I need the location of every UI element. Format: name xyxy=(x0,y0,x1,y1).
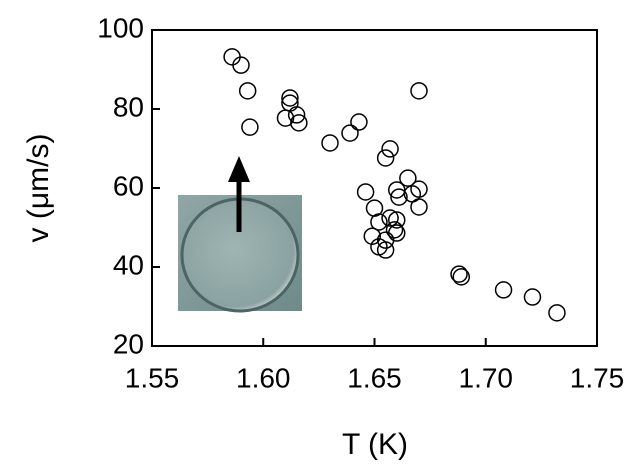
x-tick-label: 1.60 xyxy=(236,362,291,393)
data-point xyxy=(410,198,428,216)
data-point xyxy=(290,114,308,132)
data-point xyxy=(390,188,408,206)
x-tick-label: 1.70 xyxy=(459,362,514,393)
data-point xyxy=(381,209,399,227)
data-point xyxy=(241,118,259,136)
data-point xyxy=(385,221,404,239)
y-tick-label: 20 xyxy=(113,328,144,359)
data-point xyxy=(223,48,241,66)
y-tick-label: 60 xyxy=(113,170,144,201)
data-point xyxy=(287,106,306,124)
data-point xyxy=(238,82,257,100)
data-point xyxy=(523,288,542,306)
data-point xyxy=(356,183,375,201)
data-point xyxy=(350,113,368,131)
inset-image xyxy=(178,156,302,313)
data-point xyxy=(341,124,359,142)
data-point xyxy=(321,134,339,152)
data-point xyxy=(548,304,566,322)
x-axis-title: T (K) xyxy=(342,428,408,461)
data-point xyxy=(370,213,388,231)
data-point xyxy=(410,82,428,100)
x-tick-label: 1.65 xyxy=(347,362,402,393)
data-point xyxy=(450,265,468,283)
data-point xyxy=(363,227,382,245)
data-point xyxy=(276,109,295,127)
data-point xyxy=(232,56,250,74)
y-tick-label: 40 xyxy=(113,249,144,280)
y-axis-title: v (μm/s) xyxy=(22,134,55,243)
data-point xyxy=(376,231,395,249)
data-point xyxy=(452,268,471,286)
x-tick-label: 1.75 xyxy=(570,362,625,393)
y-tick-label: 100 xyxy=(97,12,144,43)
y-tick-label: 80 xyxy=(113,91,144,122)
data-point xyxy=(381,140,399,158)
data-point xyxy=(281,89,299,107)
data-point xyxy=(376,241,395,259)
data-point xyxy=(494,281,513,299)
data-point xyxy=(399,169,417,187)
data-point xyxy=(376,149,395,167)
data-point xyxy=(388,211,406,229)
x-tick-label: 1.55 xyxy=(125,362,180,393)
